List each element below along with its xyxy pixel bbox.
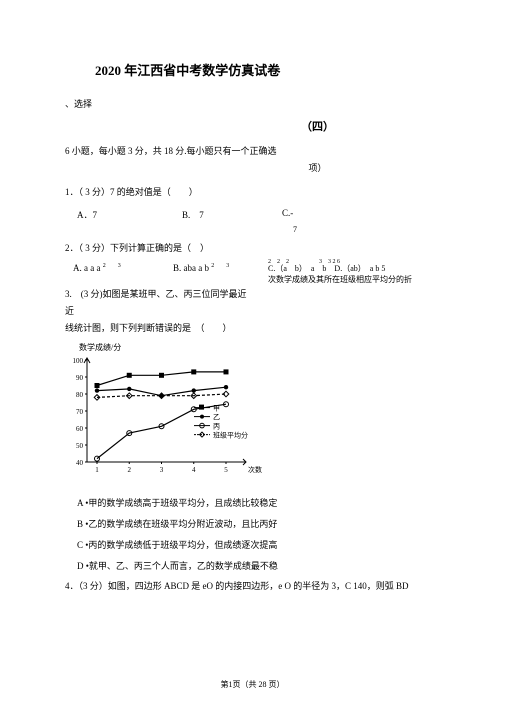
svg-text:100: 100 <box>73 357 84 365</box>
svg-text:60: 60 <box>76 425 84 433</box>
instruction-line: 6 小题，每小题 3 分，共 18 分.每小题只有一个正确选 <box>65 144 440 157</box>
svg-text:3: 3 <box>160 466 164 474</box>
svg-text:40: 40 <box>76 459 84 467</box>
question-3-line1: 3. (3 分)如图是某班甲、乙、丙三位同学最近 <box>65 287 440 300</box>
section-label: 、选择 <box>65 97 440 110</box>
svg-text:50: 50 <box>76 442 84 450</box>
statement-d: D •就甲、乙、丙三个人而言，乙的数学成绩最不稳 <box>77 559 440 572</box>
q2-option-b: B. aba a b 2 3 <box>173 263 268 285</box>
svg-text:80: 80 <box>76 391 84 399</box>
svg-text:4: 4 <box>192 466 196 474</box>
statement-c: C •丙的数学成绩低于班级平均分，但成绩逐次提高 <box>77 538 440 551</box>
question-2-stem: 2．（ 3 分）下列计算正确的是（ ） <box>65 242 440 256</box>
svg-text:1: 1 <box>95 466 99 474</box>
svg-text:班级平均分: 班级平均分 <box>213 431 248 440</box>
svg-text:2: 2 <box>128 466 132 474</box>
svg-text:70: 70 <box>76 408 84 416</box>
svg-text:90: 90 <box>76 374 84 382</box>
page-title: 2020 年江西省中考数学仿真试卷 <box>95 60 440 79</box>
chart-ylabel: 数学成绩/分 <box>79 342 440 353</box>
q2a-base: A. a a a <box>73 263 100 273</box>
exam-page: 2020 年江西省中考数学仿真试卷 、选择 （四） 6 小题，每小题 3 分，共… <box>0 0 505 594</box>
paper-number: （四） <box>195 118 440 134</box>
score-chart: 数学成绩/分 100 90 80 70 60 50 40 1 2 3 4 5 次数 甲乙丙班级平均分 <box>65 342 440 486</box>
question-4: 4．（3 分）如图，四边形 ABCD 是 eO 的内接四边形，e O 的半径为 … <box>65 580 440 594</box>
statement-a: A •甲的数学成绩高于班级平均分，且成绩比较稳定 <box>77 496 440 509</box>
svg-text:5: 5 <box>224 466 228 474</box>
q2-note: 次数学成绩及其所在班级相应平均分的折 <box>268 274 440 285</box>
q2b-base: B. aba a b <box>173 263 209 273</box>
q1-option-c-sub: 7 <box>293 225 440 234</box>
svg-text:次数: 次数 <box>248 465 262 474</box>
question-2-options: A. a a a 2 3 B. aba a b 2 3 2 2 2 3 3 2 … <box>65 263 440 285</box>
q2-option-a: A. a a a 2 3 <box>73 263 173 285</box>
q1-option-c: C.- <box>282 208 322 221</box>
chart-svg: 100 90 80 70 60 50 40 1 2 3 4 5 次数 甲乙丙班级平均分 <box>65 354 265 484</box>
svg-text:甲: 甲 <box>213 405 220 413</box>
q2b-exp: 2 3 <box>211 263 229 269</box>
question-3-line2: 线统计图，则下列判断错误的是 （ ） <box>65 321 440 334</box>
q1-option-a: A．7 <box>77 208 172 221</box>
page-footer: 第1页（共 28 页） <box>0 679 505 690</box>
instruction-sub: 项） <box>195 161 440 174</box>
svg-text:丙: 丙 <box>213 423 220 431</box>
q3-spacer: 近 <box>65 304 440 317</box>
question-1-options: A．7 B. 7 C.- <box>65 208 440 221</box>
statement-b: B •乙的数学成绩在班级平均分附近波动，且比丙好 <box>77 517 440 530</box>
svg-text:乙: 乙 <box>213 414 220 422</box>
q2cd-exp: 2 2 2 3 3 2 6 <box>268 256 340 265</box>
question-1-stem: 1．（ 3 分）7 的绝对值是（ ） <box>65 186 440 200</box>
q2a-exp: 2 3 <box>103 263 121 269</box>
q1-option-b: B. 7 <box>182 208 272 221</box>
q2-option-cd: 2 2 2 3 3 2 6 C.（a b） a b D.（ab） a b 5 次… <box>268 263 440 285</box>
